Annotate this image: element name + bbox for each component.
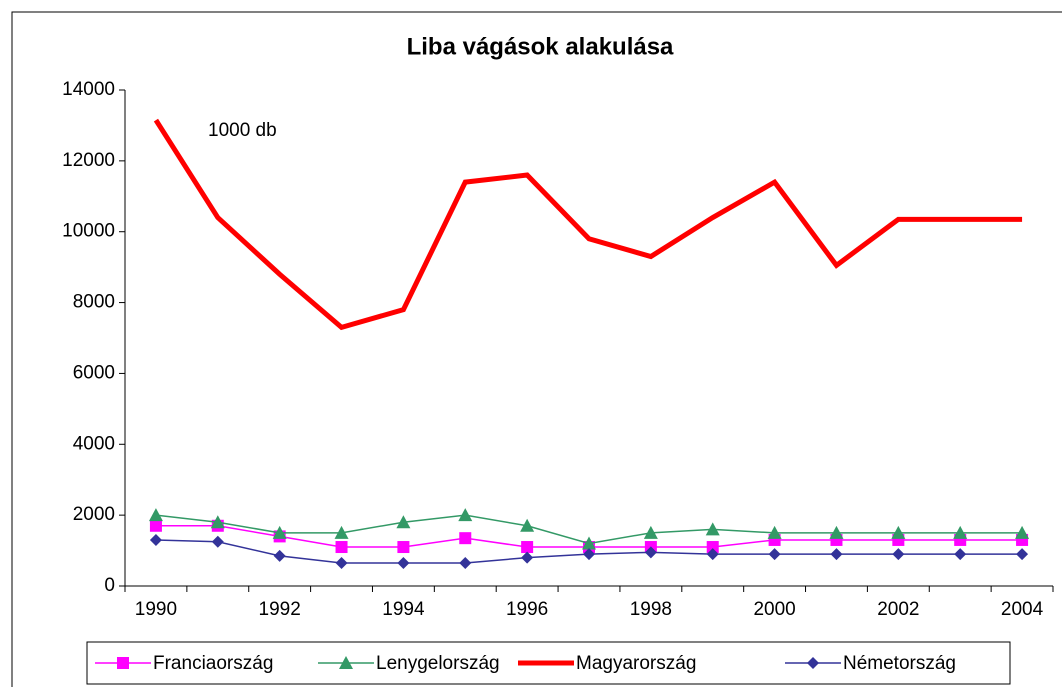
marker [335, 541, 348, 554]
marker [1016, 548, 1029, 561]
series-line [153, 118, 1023, 331]
marker [396, 515, 411, 529]
marker [397, 541, 410, 554]
marker [644, 546, 657, 559]
x-tick-label: 2002 [877, 599, 919, 620]
marker [520, 518, 535, 532]
marker [767, 525, 782, 539]
marker [521, 551, 534, 564]
marker [830, 548, 843, 561]
x-tick-label: 1998 [630, 599, 672, 620]
marker [643, 525, 658, 539]
marker [807, 657, 819, 669]
y-tick-label: 14000 [62, 79, 115, 100]
annotation: 1000 db [208, 120, 277, 141]
marker [272, 525, 287, 539]
marker [459, 556, 472, 569]
marker [273, 549, 286, 562]
y-tick-label: 6000 [73, 362, 115, 383]
marker [334, 525, 349, 539]
marker [891, 525, 906, 539]
y-tick-label: 0 [104, 575, 115, 596]
marker [521, 541, 534, 554]
marker [706, 548, 719, 561]
legend-label: Németország [843, 653, 956, 674]
marker [705, 522, 720, 536]
legend-label: Magyarország [576, 653, 696, 674]
y-tick-label: 12000 [62, 150, 115, 171]
y-tick-label: 4000 [73, 433, 115, 454]
x-tick-label: 2004 [1001, 599, 1044, 620]
marker [706, 541, 719, 554]
y-tick-label: 10000 [62, 221, 115, 242]
y-tick-label: 8000 [73, 292, 115, 313]
marker [892, 548, 905, 561]
x-tick-label: 1996 [506, 599, 548, 620]
chart-title: Liba vágások alakulása [407, 33, 674, 60]
marker [459, 532, 472, 545]
marker [583, 548, 595, 561]
marker [211, 535, 224, 548]
marker [397, 556, 410, 569]
x-tick-label: 2000 [753, 599, 795, 620]
marker [117, 657, 129, 669]
y-tick-label: 2000 [73, 504, 115, 525]
legend-label: Franciaország [153, 653, 273, 674]
marker [1015, 525, 1030, 539]
x-tick-label: 1990 [135, 599, 177, 620]
legend-label: Lenygelország [376, 653, 500, 674]
marker [210, 515, 225, 529]
marker [339, 656, 353, 669]
chart-frame [11, 11, 1062, 687]
x-tick-label: 1994 [382, 599, 425, 620]
marker [829, 525, 844, 539]
marker [768, 548, 781, 561]
marker [953, 525, 968, 539]
marker [149, 519, 162, 532]
x-tick-label: 1992 [259, 599, 301, 620]
marker [335, 556, 348, 569]
marker [149, 533, 162, 546]
marker [148, 508, 163, 522]
marker [458, 508, 473, 522]
marker [582, 536, 596, 550]
marker [954, 548, 967, 561]
